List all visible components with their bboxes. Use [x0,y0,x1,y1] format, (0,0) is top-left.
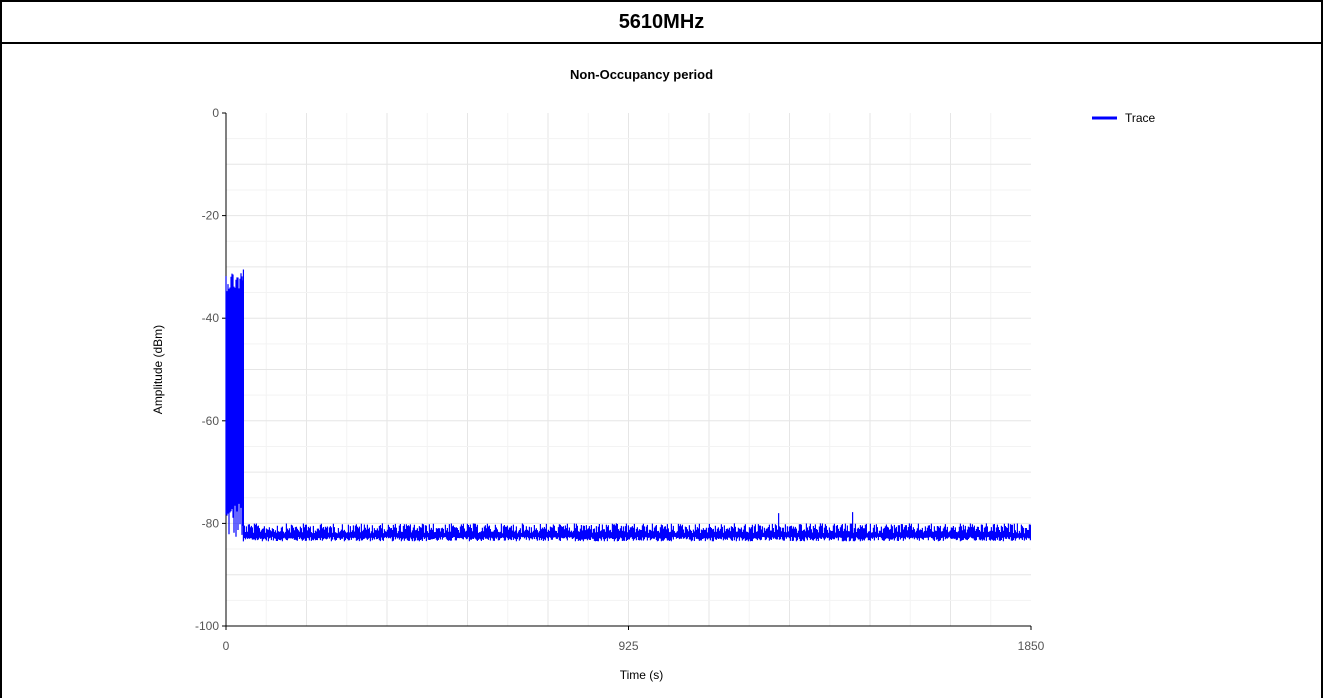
chart-title: Non-Occupancy period [570,67,713,82]
frequency-header: 5610MHz [2,2,1321,44]
legend-trace-label: Trace [1125,111,1156,125]
y-tick-label: -20 [202,209,220,223]
y-tick-label: 0 [212,106,219,120]
y-tick-label: -40 [202,311,220,325]
x-axis-label: Time (s) [620,668,664,682]
y-tick-label: -60 [202,414,220,428]
x-tick-label: 1850 [1018,639,1045,653]
x-tick-label: 0 [223,639,230,653]
x-tick-label: 925 [618,639,638,653]
y-tick-label: -80 [202,516,220,530]
y-tick-label: -100 [195,619,219,633]
y-axis-label: Amplitude (dBm) [151,325,165,414]
